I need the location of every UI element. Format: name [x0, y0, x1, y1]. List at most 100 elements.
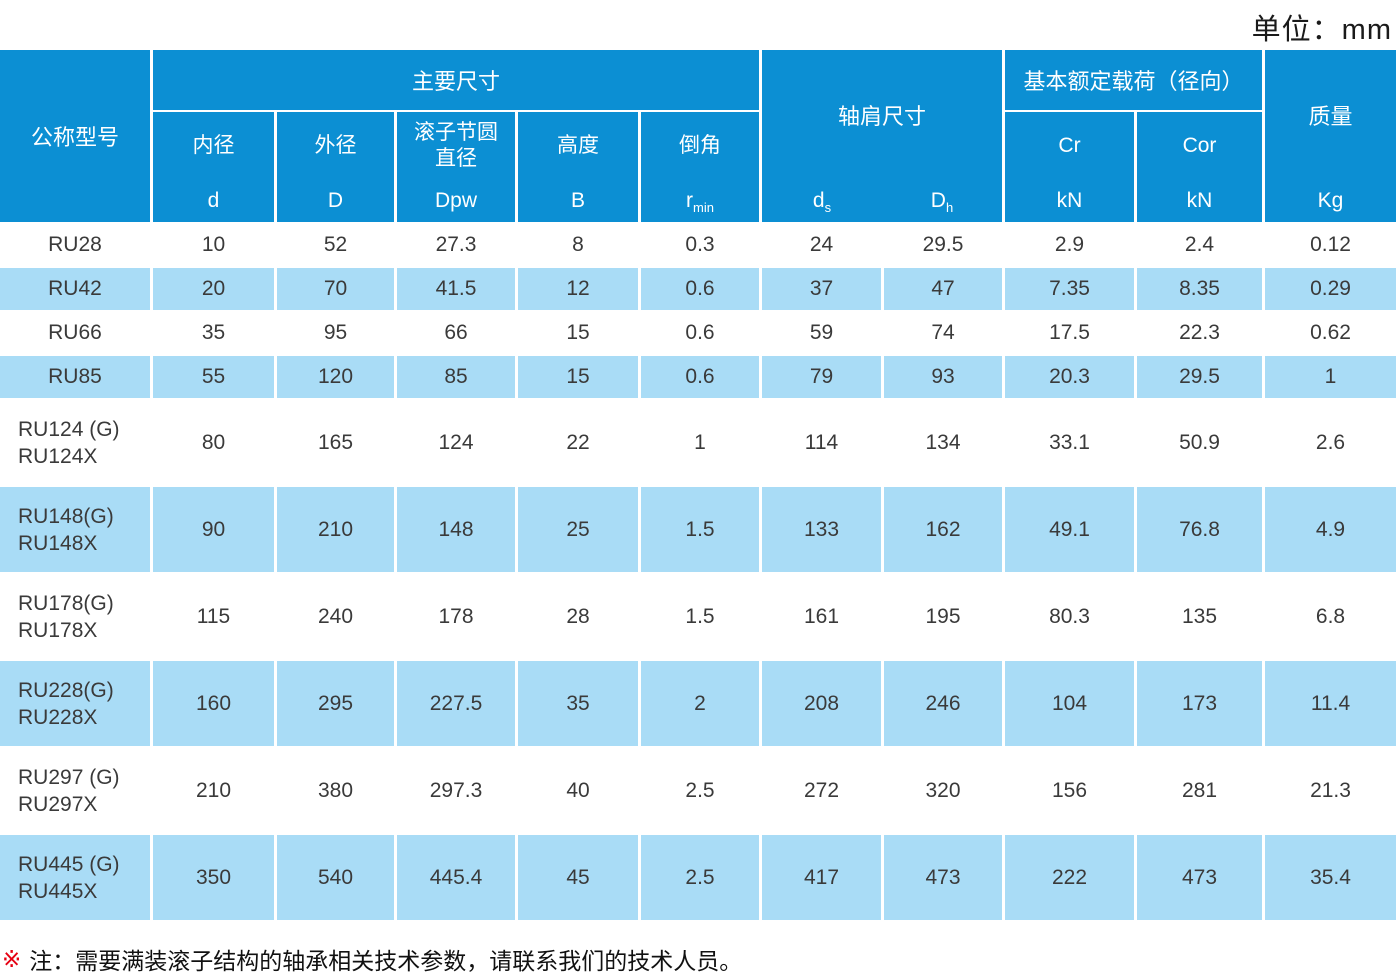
cell-mass-Kg: 21.3 — [1310, 778, 1351, 802]
footnote-marker: ※ — [2, 945, 22, 972]
cell-chamfer-rmin: 1.5 — [641, 487, 759, 572]
cell-outer-D: 95 — [323, 321, 348, 344]
cell-pitch-Dpw: 445.4 — [397, 835, 515, 920]
cell-load-Cr: 80.3 — [1049, 604, 1090, 628]
cell-load-Cor: 135 — [1181, 604, 1218, 628]
table-row-RU42: RU42 20 70 41.5 12 0.6 37 47 7.35 8.35 0.29 — [0, 268, 1396, 310]
table-row-RU28: RU28 10 52 27.3 8 0.3 24 29.5 2.9 2.4 0.12 — [0, 224, 1396, 266]
unit-label: 单位：mm — [1251, 14, 1392, 46]
cell-shoulder-Dh: 195 — [925, 604, 961, 628]
cell-pitch-Dpw: 148 — [397, 487, 515, 572]
cell-mass-Kg: 11.4 — [1265, 661, 1396, 746]
cell-shoulder-ds: 114 — [804, 430, 839, 454]
table-row-RU124 (G): RU124 (G) RU124X 80 165 124 22 1 114 134 33.1 50.9… — [0, 400, 1396, 485]
cell-model: RU148(G) RU148X — [0, 487, 150, 572]
cell-chamfer-rmin: 0.6 — [641, 268, 759, 310]
cell-load-Cor: 29.5 — [1137, 356, 1262, 398]
cell-shoulder-Dh: 473 — [884, 835, 1002, 920]
cell-bore-d: 350 — [153, 835, 274, 920]
table-row-RU297 (G): RU297 (G) RU297X 210 380 297.3 40 2.5 272 320 156… — [0, 748, 1396, 833]
cell-outer-D: 165 — [317, 430, 354, 454]
table-header: 公称型号 主要尺寸 内径 d 外径 D 滚子节圆直径 Dpw 高度 B 倒角 r… — [0, 50, 1396, 222]
cell-mass-Kg: 4.9 — [1265, 487, 1396, 572]
cell-mass-Kg: 35.4 — [1265, 835, 1396, 920]
cell-chamfer-rmin: 2 — [641, 661, 759, 746]
cell-shoulder-ds: 133 — [762, 487, 881, 572]
cell-bore-d: 10 — [201, 233, 226, 256]
cell-load-Cr: 17.5 — [1049, 321, 1090, 344]
footnote-text: 注：需要满装滚子结构的轴承相关技术参数，请联系我们的技术人员。 — [29, 948, 743, 974]
cell-bore-d: 80 — [201, 430, 226, 454]
cell-pitch-Dpw: 66 — [444, 321, 468, 344]
cell-height-B: 28 — [566, 604, 590, 628]
cell-chamfer-rmin: 0.3 — [685, 233, 715, 256]
cell-load-Cor: 22.3 — [1179, 321, 1220, 344]
cell-model: RU445 (G) RU445X — [0, 835, 150, 920]
cell-load-Cor: 8.35 — [1137, 268, 1262, 310]
cell-shoulder-ds: 37 — [762, 268, 881, 310]
cell-outer-D: 70 — [277, 268, 394, 310]
cell-mass-Kg: 6.8 — [1315, 604, 1346, 628]
header-roller-pitch-diameter: 滚子节圆直径 Dpw — [397, 112, 515, 222]
cell-shoulder-ds: 161 — [803, 604, 840, 628]
cell-shoulder-ds: 272 — [803, 778, 840, 802]
table-row-RU178(G): RU178(G) RU178X 115 240 178 28 1.5 161 195 80.3 13… — [0, 574, 1396, 659]
header-chamfer: 倒角 r min — [641, 112, 759, 222]
cell-mass-Kg: 0.29 — [1265, 268, 1396, 310]
cell-bore-d: 55 — [153, 356, 274, 398]
cell-model: RU178(G) RU178X — [18, 591, 114, 642]
table-row-RU445 (G): RU445 (G) RU445X 350 540 445.4 45 2.5 417 473 222… — [0, 835, 1396, 920]
cell-bore-d: 20 — [153, 268, 274, 310]
cell-mass-Kg: 2.6 — [1315, 430, 1346, 454]
cell-pitch-Dpw: 124 — [438, 430, 474, 454]
cell-pitch-Dpw: 297.3 — [429, 778, 483, 802]
cell-load-Cr: 2.9 — [1054, 233, 1085, 256]
cell-shoulder-Dh: 320 — [925, 778, 961, 802]
table-body: RU28 10 52 27.3 8 0.3 24 29.5 2.9 2.4 0.12 RU42 20 70… — [0, 224, 1396, 920]
cell-load-Cor: 473 — [1137, 835, 1262, 920]
cell-height-B: 25 — [518, 487, 638, 572]
cell-pitch-Dpw: 178 — [438, 604, 474, 628]
header-load-Cor: Cor kN — [1137, 112, 1262, 222]
bearing-spec-table: 公称型号 主要尺寸 内径 d 外径 D 滚子节圆直径 Dpw 高度 B 倒角 r… — [0, 50, 1396, 920]
cell-model: RU66 — [48, 321, 102, 344]
cell-chamfer-rmin: 2.5 — [685, 778, 715, 802]
cell-load-Cr: 222 — [1005, 835, 1134, 920]
cell-mass-Kg: 0.62 — [1310, 321, 1351, 344]
table-row-RU228(G): RU228(G) RU228X 160 295 227.5 35 2 208 246 104 173… — [0, 661, 1396, 746]
cell-shoulder-ds: 417 — [762, 835, 881, 920]
cell-chamfer-rmin: 2.5 — [641, 835, 759, 920]
cell-outer-D: 380 — [317, 778, 354, 802]
header-load-Cr: Cr kN — [1005, 112, 1134, 222]
cell-load-Cr: 33.1 — [1049, 430, 1090, 454]
cell-pitch-Dpw: 27.3 — [435, 233, 477, 256]
cell-model: RU85 — [0, 356, 150, 398]
cell-outer-D: 540 — [277, 835, 394, 920]
header-mass: 质量 Kg — [1265, 50, 1396, 222]
cell-load-Cor: 281 — [1181, 778, 1218, 802]
cell-bore-d: 210 — [195, 778, 232, 802]
cell-model: RU297 (G) RU297X — [18, 765, 120, 816]
header-main-dims-title: 主要尺寸 — [153, 50, 759, 110]
cell-load-Cor: 173 — [1137, 661, 1262, 746]
cell-shoulder-ds: 24 — [809, 233, 834, 256]
cell-pitch-Dpw: 41.5 — [397, 268, 515, 310]
table-row-RU148(G): RU148(G) RU148X 90 210 148 25 1.5 133 162 49.1 76.… — [0, 487, 1396, 572]
cell-chamfer-rmin: 1 — [694, 430, 706, 454]
cell-shoulder-Dh: 162 — [884, 487, 1002, 572]
cell-load-Cr: 20.3 — [1005, 356, 1134, 398]
cell-shoulder-ds: 59 — [809, 321, 834, 344]
cell-shoulder-Dh: 47 — [884, 268, 1002, 310]
cell-shoulder-Dh: 246 — [884, 661, 1002, 746]
cell-height-B: 40 — [566, 778, 590, 802]
cell-load-Cor: 2.4 — [1184, 233, 1215, 256]
cell-load-Cr: 49.1 — [1005, 487, 1134, 572]
cell-model: RU42 — [0, 268, 150, 310]
cell-outer-D: 52 — [323, 233, 348, 256]
cell-mass-Kg: 0.12 — [1310, 233, 1351, 256]
cell-outer-D: 120 — [277, 356, 394, 398]
